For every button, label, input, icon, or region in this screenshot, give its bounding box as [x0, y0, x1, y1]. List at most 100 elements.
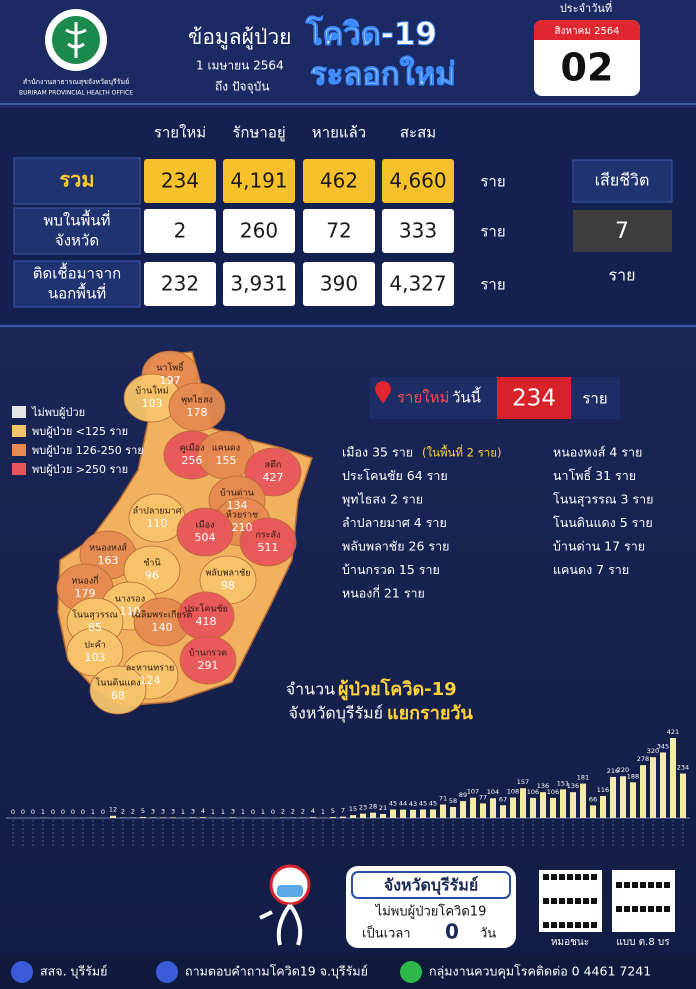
today-label: รายใหม่ — [397, 389, 449, 407]
bar — [590, 805, 596, 818]
bar — [360, 813, 366, 818]
bar-label: 45 — [419, 799, 427, 807]
bar — [430, 809, 436, 818]
qr-dot — [575, 922, 581, 928]
cell-value: 232 — [161, 272, 199, 296]
bar-label: 0 — [31, 808, 35, 816]
district-value: 511 — [258, 541, 279, 554]
qr-dot — [559, 922, 565, 928]
column-header: รักษาอยู่ — [232, 124, 285, 142]
district-item: ลำปลายมาศ 4 ราย — [342, 515, 447, 530]
bar-label: 1 — [261, 808, 265, 816]
bar — [150, 817, 156, 818]
qr-dot — [551, 898, 557, 904]
bar — [330, 817, 336, 818]
bar-label: 0 — [271, 808, 275, 816]
qr-dot — [624, 906, 630, 912]
cell — [382, 262, 454, 306]
qr-dot — [616, 882, 622, 888]
qr-dot — [551, 922, 557, 928]
bar-label: 5 — [141, 807, 145, 815]
bar-label: 4 — [311, 807, 315, 815]
bar — [460, 801, 466, 818]
qr-dot — [591, 922, 597, 928]
bar — [650, 757, 656, 818]
cell-value: 333 — [399, 219, 437, 243]
bar — [380, 814, 386, 818]
bar — [620, 776, 626, 818]
bar-label: 3 — [171, 807, 175, 815]
bar-label: 0 — [61, 808, 65, 816]
district-name: แคนดง — [212, 444, 240, 454]
district-name: บ้านใหม่ — [135, 386, 168, 397]
row-label-box — [13, 260, 141, 308]
district-name: นาโพธิ์ — [156, 361, 185, 374]
bar-label: 136 — [567, 782, 579, 790]
title-part: ระลอกใหม่ — [310, 56, 456, 93]
bar-label: 1 — [91, 808, 95, 816]
district-value: 427 — [263, 471, 284, 484]
bar — [630, 782, 636, 818]
column-header: รายใหม่ — [154, 124, 206, 142]
bar-label: 2 — [281, 808, 285, 816]
footer-text: กลุ่มงานควบคุมโรคติดต่อ 0 4461 7241 — [429, 964, 651, 980]
bar-label: 1 — [41, 808, 45, 816]
death-value: 7 — [615, 219, 629, 244]
bar — [370, 812, 376, 818]
bar — [470, 797, 476, 818]
bar-label: 7 — [341, 807, 345, 815]
bar-label: 181 — [577, 774, 589, 782]
calendar-label: ประจำวันที่ — [560, 0, 612, 15]
bar-label: 1 — [181, 808, 185, 816]
calendar-top — [534, 20, 640, 40]
bar — [230, 817, 236, 818]
district-item: เมือง 35 ราย — [342, 445, 413, 460]
district-value: 178 — [187, 406, 208, 419]
death-label-box — [572, 159, 673, 203]
status-line: เป็นเวลา — [362, 924, 411, 942]
qr-dot — [567, 874, 573, 880]
bar-label: 1 — [221, 808, 225, 816]
cell — [144, 159, 216, 203]
bar-label: 108 — [507, 787, 519, 795]
cell — [303, 159, 375, 203]
cell-value: 2 — [174, 219, 187, 243]
death-unit: ราย — [609, 266, 636, 285]
org-name: สำนักงานสาธารณสุขจังหวัดบุรีรัมย์ — [23, 78, 129, 86]
district-value: 96 — [145, 569, 159, 582]
qr-dot — [640, 882, 646, 888]
district-value: 98 — [221, 579, 235, 592]
district-area — [179, 635, 237, 685]
bar-label: 12 — [109, 806, 117, 814]
bar — [400, 809, 406, 818]
row-label: ติดเชื้อมาจาก — [33, 263, 121, 283]
qr-dot — [664, 882, 670, 888]
status-title-box — [351, 871, 511, 899]
title-part: ข้อมูลผู้ป่วย — [188, 25, 291, 50]
cell — [223, 209, 295, 253]
qr-dot — [624, 882, 630, 888]
bar-label: 43 — [409, 800, 417, 808]
bar-label: 216 — [607, 767, 619, 775]
bar — [540, 792, 546, 818]
mascot-mask — [277, 885, 303, 897]
cell-value: 3,931 — [230, 272, 287, 296]
bar-label: 157 — [517, 778, 529, 786]
district-name: กระสัง — [255, 531, 280, 541]
district-item: นาโพธิ์ 31 ราย — [553, 466, 636, 483]
qr-dot — [583, 874, 589, 880]
district-name: โนนดินแดง — [95, 678, 140, 689]
bar-label: 0 — [251, 808, 255, 816]
bar-label: 136 — [537, 782, 549, 790]
bar-label: 188 — [627, 772, 639, 780]
bar-label: 320 — [647, 747, 659, 755]
legend-label: พบผู้ป่วย 126-250 ราย — [32, 444, 144, 457]
org-name-en: BURIRAM PROVINCIAL HEALTH OFFICE — [19, 90, 133, 97]
district-value: 134 — [227, 499, 248, 512]
district-value: 103 — [85, 651, 106, 664]
chart-title: แยกรายวัน — [387, 703, 473, 724]
bar-label: 116 — [597, 786, 609, 794]
bar-label: 21 — [379, 804, 387, 812]
date-from: 1 เมษายน 2564 — [196, 59, 284, 73]
